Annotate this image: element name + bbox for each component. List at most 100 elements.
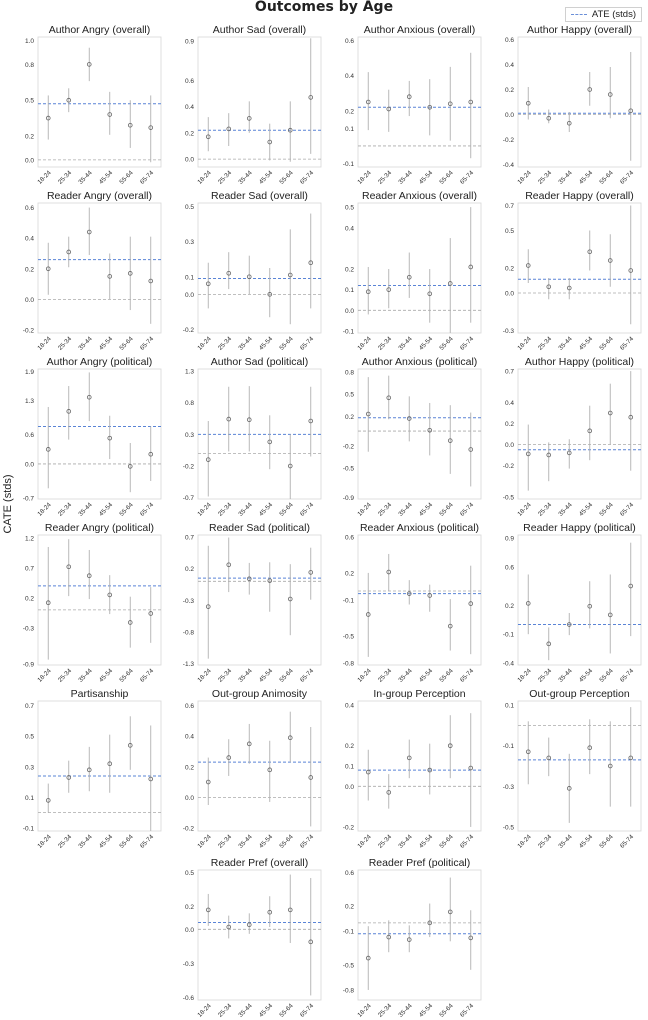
- x-tick-label: 35-44: [77, 833, 94, 850]
- point-marker: [287, 463, 293, 469]
- x-tick-label: 25-34: [377, 833, 394, 850]
- x-tick-label: 65-74: [299, 335, 316, 352]
- ate-legend-swatch: [570, 14, 587, 15]
- y-tick-label: 0.5: [345, 205, 354, 212]
- point-marker: [205, 134, 211, 140]
- point-marker: [267, 578, 273, 583]
- x-tick-label: 65-74: [619, 169, 636, 186]
- subplot-22: Reader Pref (political) -0.8 -0.5 -0.1 0.2 0.…: [343, 857, 482, 1019]
- x-tick-label: 65-74: [139, 169, 156, 186]
- y-tick-label: 0.3: [185, 432, 194, 439]
- y-tick-label: 0.0: [185, 795, 194, 802]
- point-marker: [607, 612, 613, 618]
- point-marker: [45, 266, 51, 272]
- x-tick-label: 65-74: [299, 833, 316, 850]
- point-marker: [468, 264, 474, 270]
- point-marker: [86, 573, 92, 579]
- y-tick-label: 0.2: [345, 570, 354, 577]
- plot-frame: [37, 202, 162, 334]
- y-tick-label: 0.2: [505, 266, 514, 273]
- subplot-title: Author Anxious (political): [362, 356, 478, 368]
- x-tick-label: 45-54: [98, 501, 115, 518]
- subplot-title: Reader Angry (overall): [47, 190, 152, 202]
- x-tick-label: 65-74: [459, 169, 476, 186]
- point-marker: [127, 743, 133, 748]
- y-tick-label: 0.6: [505, 37, 514, 44]
- x-tick-label: 25-34: [57, 501, 74, 518]
- point-marker: [427, 428, 433, 433]
- x-tick-label: 65-74: [619, 833, 636, 850]
- point-marker: [386, 790, 392, 795]
- point-marker: [525, 601, 531, 606]
- y-tick-label: 0.4: [345, 225, 354, 232]
- x-tick-label: 25-34: [537, 501, 554, 518]
- y-tick-label: 0.3: [185, 239, 194, 246]
- y-tick-label: 0.6: [25, 432, 34, 439]
- x-tick-label: 55-64: [278, 833, 295, 850]
- plot-frame: [517, 368, 642, 500]
- point-marker: [525, 749, 531, 755]
- point-marker: [226, 562, 232, 568]
- y-tick-label: 0.2: [345, 414, 354, 421]
- x-tick-label: 18-24: [196, 833, 213, 850]
- subplot-11: Author Anxious (political) -0.9 -0.5 -0.2 0.…: [343, 356, 482, 518]
- point-marker: [607, 763, 613, 769]
- subplot-21: Reader Pref (overall) -0.6 -0.3 0.0 0.2 0.5 18…: [183, 857, 322, 1019]
- y-tick-label: -0.2: [183, 327, 195, 334]
- x-tick-label: 18-24: [516, 335, 533, 352]
- y-tick-label: -0.5: [343, 465, 355, 472]
- point-marker: [628, 108, 634, 114]
- y-tick-label: 0.0: [505, 442, 514, 449]
- y-tick-label: 1.2: [25, 535, 34, 542]
- point-marker: [127, 464, 133, 469]
- point-marker: [66, 564, 72, 570]
- point-marker: [365, 99, 371, 105]
- x-tick-label: 18-24: [516, 833, 533, 850]
- point-marker: [365, 955, 371, 961]
- x-tick-label: 18-24: [356, 667, 373, 684]
- y-tick-label: 0.7: [185, 534, 194, 541]
- point-marker: [267, 439, 273, 445]
- y-tick-label: -0.1: [343, 929, 355, 936]
- subplot-title: Author Sad (overall): [213, 24, 306, 36]
- point-marker: [566, 622, 572, 627]
- x-tick-label: 55-64: [278, 335, 295, 352]
- point-marker: [45, 798, 51, 803]
- point-marker: [468, 601, 474, 606]
- plot-frame: [37, 368, 162, 500]
- y-tick-label: 0.4: [345, 73, 354, 80]
- x-tick-label: 35-44: [557, 335, 574, 352]
- y-tick-label: -0.2: [343, 824, 355, 831]
- point-marker: [267, 767, 273, 773]
- y-tick-label: 0.6: [185, 78, 194, 85]
- point-marker: [287, 272, 293, 278]
- y-tick-label: 0.6: [345, 870, 354, 877]
- point-marker: [205, 907, 211, 913]
- x-tick-label: 55-64: [118, 335, 135, 352]
- y-tick-label: 0.8: [25, 62, 34, 69]
- x-tick-label: 18-24: [36, 667, 53, 684]
- point-marker: [525, 100, 531, 106]
- x-tick-label: 35-44: [397, 169, 414, 186]
- point-marker: [587, 603, 593, 609]
- x-tick-label: 65-74: [459, 335, 476, 352]
- x-tick-label: 55-64: [118, 667, 135, 684]
- x-tick-label: 35-44: [557, 501, 574, 518]
- y-tick-label: -0.5: [503, 494, 515, 501]
- point-marker: [546, 115, 552, 121]
- point-marker: [566, 285, 572, 291]
- point-marker: [246, 417, 252, 423]
- point-marker: [246, 116, 252, 121]
- y-tick-label: -0.2: [503, 463, 515, 470]
- x-tick-label: 65-74: [299, 169, 316, 186]
- x-tick-label: 65-74: [139, 667, 156, 684]
- x-tick-label: 55-64: [438, 335, 455, 352]
- point-marker: [45, 447, 51, 452]
- x-tick-label: 25-34: [217, 169, 234, 186]
- plot-frame: [197, 534, 322, 666]
- y-tick-label: 0.0: [505, 112, 514, 119]
- plot-frame: [517, 36, 642, 168]
- y-tick-label: -0.9: [23, 661, 35, 668]
- y-tick-label: -0.1: [343, 161, 355, 168]
- point-marker: [267, 139, 273, 145]
